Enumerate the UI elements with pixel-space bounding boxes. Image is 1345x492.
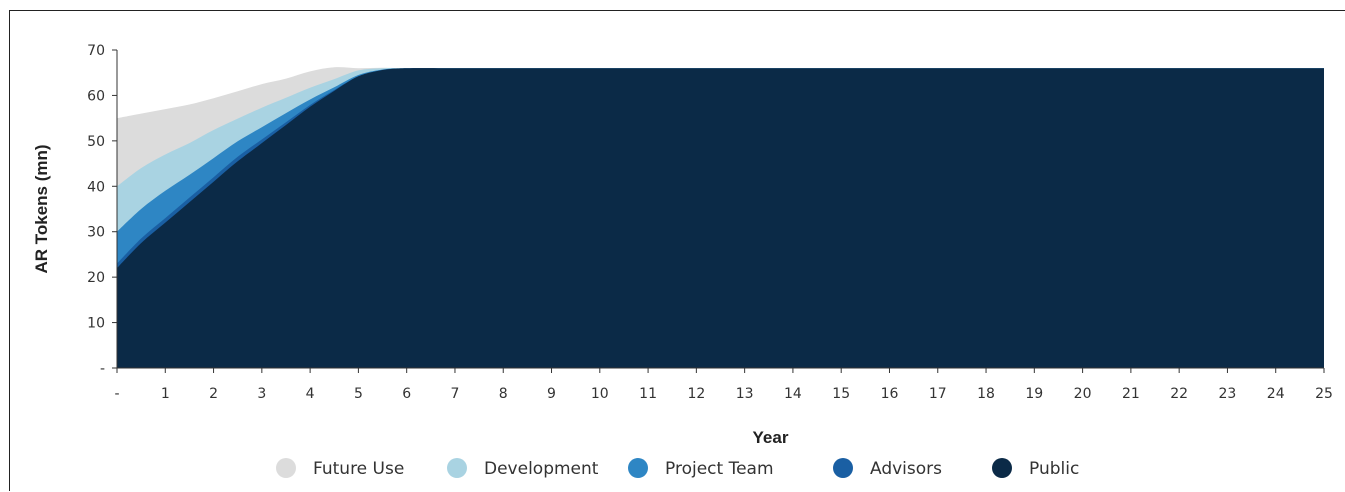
stacked-areas [117,67,1324,369]
legend-label: Development [484,459,599,479]
x-tick-label: 18 [977,386,995,402]
x-tick-label: 5 [354,386,363,402]
y-axis-title: AR Tokens (mn) [32,144,51,273]
x-tick-label: 25 [1315,386,1333,402]
x-tick-label: 4 [306,386,315,402]
legend-label: Project Team [665,459,774,479]
legend-marker-public [992,458,1012,478]
x-tick-label: - [114,386,119,402]
x-tick-label: 24 [1267,386,1285,402]
x-tick-label: 6 [402,386,411,402]
x-tick-label: 14 [784,386,802,402]
y-tick-label: 50 [87,134,105,150]
legend-marker-project-team [628,458,648,478]
y-tick-label: 10 [87,316,105,332]
y-tick-label: 30 [87,225,105,241]
x-tick-label: 15 [832,386,850,402]
y-ticks: - 10 20 30 40 50 60 70 [87,43,117,377]
x-tick-label: 22 [1170,386,1188,402]
legend-marker-future-use [276,458,296,478]
chart-frame: -10 20 30 40 50 60 70 -1 2 3 4 5 6 7 8 9 10 11 12 13 14 15 16… [9,10,1345,491]
y-tick-label: - [100,361,105,377]
x-tick-label: 12 [687,386,705,402]
legend: Future Use Development Project Team Advisor… [276,458,1079,479]
x-tick-label: 10 [591,386,609,402]
x-ticks: -1 2 3 4 5 6 7 8 9 10 11 12 13 14 15 16 17 18 19 20 21 22 23 24… [114,368,1333,402]
x-axis-title: Year [753,428,789,447]
x-tick-label: 13 [736,386,754,402]
legend-marker-development [447,458,467,478]
y-tick-label: 20 [87,270,105,286]
x-tick-label: 7 [450,386,459,402]
legend-label: Advisors [870,459,942,479]
area-public [117,68,1324,369]
x-tick-label: 8 [499,386,508,402]
y-tick-label: 40 [87,179,105,195]
legend-marker-advisors [833,458,853,478]
x-tick-label: 21 [1122,386,1140,402]
x-tick-label: 2 [209,386,218,402]
y-tick-label: 60 [87,88,105,104]
axes [116,50,1324,369]
x-tick-label: 17 [929,386,947,402]
legend-label: Public [1029,459,1079,479]
legend-label: Future Use [313,459,404,479]
x-tick-label: 11 [639,386,657,402]
x-tick-label: 20 [1074,386,1092,402]
x-tick-label: 23 [1219,386,1237,402]
x-tick-label: 3 [257,386,266,402]
x-tick-label: 1 [161,386,170,402]
y-tick-label: 70 [87,43,105,59]
x-tick-label: 16 [881,386,899,402]
x-tick-label: 9 [547,386,556,402]
x-tick-label: 19 [1025,386,1043,402]
